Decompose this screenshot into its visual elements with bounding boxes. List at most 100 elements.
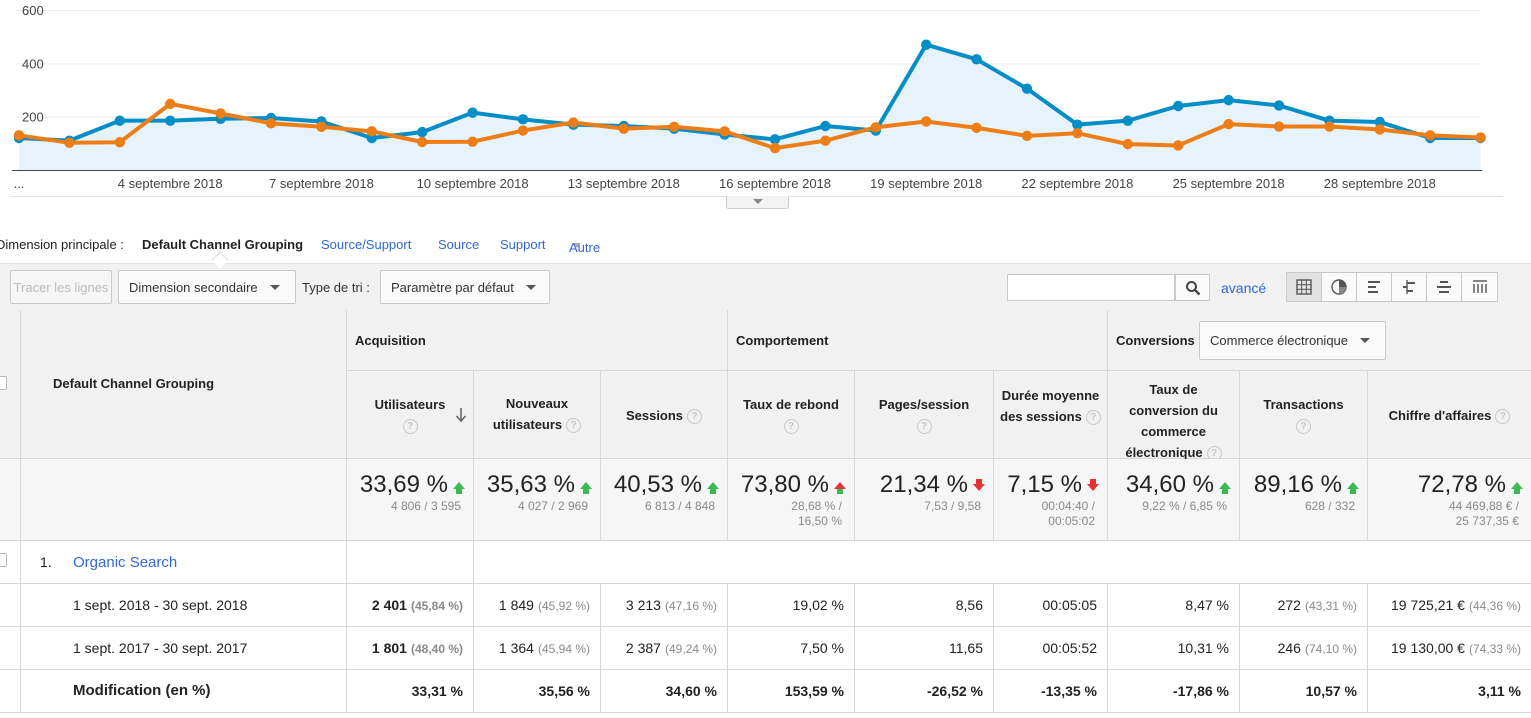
conversion-type-dropdown[interactable]: Commerce électronique [1199,321,1386,360]
secondary-dimension-dropdown[interactable]: Dimension secondaire [118,270,296,304]
help-icon[interactable]: ? [566,418,582,434]
caret-down-icon [525,284,536,290]
chart-collapse-toggle[interactable] [726,196,789,209]
data-point [165,98,176,110]
dimension-medium[interactable]: Support [500,237,546,252]
row-checkbox[interactable] [0,553,7,567]
sort-descending-icon[interactable] [455,407,467,423]
summary-percent-change: 21,34 % [880,471,985,499]
dimension-other-dropdown[interactable]: Autre [569,237,600,255]
column-header-new-users[interactable]: Nouveaux utilisateurs? [474,371,601,459]
data-point [114,115,126,126]
data-point [1374,124,1386,135]
data-point [719,126,730,137]
summary-value: 40,53 % [613,471,702,498]
row-cell-ecommerce-conversion-rate: 10,31 % [1108,627,1240,670]
column-header-users[interactable]: Utilisateurs? [347,371,474,459]
cell-value: 8,56 [955,597,983,613]
column-header-sessions[interactable]: Sessions? [601,371,728,459]
data-point [265,118,277,129]
performance-view-button[interactable] [1357,273,1392,301]
x-tick-label: ... [14,176,25,191]
conversions-group-title: Conversions [1116,333,1195,348]
group-row-divider [474,583,1531,584]
column-header-pages-per-session[interactable]: Pages/session? [855,371,994,459]
summary-comparison-line1: 44 469,88 € / [1448,499,1519,513]
behavior-group-header: Comportement [728,310,1108,371]
date-range-row-label: 1 sept. 2018 - 30 sept. 2018 [21,584,347,627]
data-point [1021,83,1033,94]
dimension-column-title: Default Channel Grouping [53,376,215,391]
arrow-up-green-icon [453,482,465,494]
data-table-view-button[interactable] [1287,273,1322,301]
comparison-view-button[interactable] [1392,273,1427,301]
change-cell-revenue: 3,11 % [1368,670,1531,713]
summary-comparison: 6 813 / 4 848 [645,499,715,514]
help-icon[interactable]: ? [916,418,932,434]
help-icon[interactable]: ? [402,418,418,434]
arrow-up-green-icon [1219,482,1231,494]
column-header-bounce-rate[interactable]: Taux de rebond? [728,371,855,459]
table-search-input[interactable] [1007,274,1175,301]
arrow-up-green-icon [1347,482,1359,494]
cell-percent-of-total: (74,10 %) [1304,642,1357,656]
data-point [769,134,781,145]
change-row-label-cell: Modification (en %) [21,670,347,713]
row-spacer [0,627,21,670]
row-cell-new-users: 1 364 (45,94 %) [474,627,601,670]
cell-percent-of-total: (44,36 %) [1468,599,1521,613]
summary-comparison: 28,68 % /16,50 % [791,499,842,529]
pivot-view-button[interactable] [1462,273,1497,301]
term-cloud-view-button[interactable] [1427,273,1462,301]
column-header-ecommerce-conversion-rate[interactable]: Taux de conversion du commerce électroni… [1108,371,1240,462]
dimension-column-header[interactable]: Default Channel Grouping [21,310,347,459]
behavior-group-title: Comportement [736,333,829,348]
data-point [921,116,932,127]
column-header-revenue[interactable]: Chiffre d'affaires? [1368,371,1531,459]
summary-cell-ecommerce-conversion-rate: 34,60 % 9,22 % / 6,85 % [1108,459,1240,541]
row-cell-bounce-rate: 7,50 % [728,627,855,670]
data-point [215,108,226,119]
column-header-avg-session-duration[interactable]: Durée moyenne des sessions? [994,371,1108,459]
column-header-transactions[interactable]: Transactions? [1240,371,1368,459]
help-icon[interactable]: ? [1085,410,1101,426]
sort-type-dropdown[interactable]: Paramètre par défaut [380,270,550,304]
advanced-filter-link[interactable]: avancé [1221,280,1267,296]
data-point [971,54,982,65]
column-header-bounce-rate-label: Taux de rebond [743,396,839,412]
conversions-group-header: Conversions Commerce électronique [1108,310,1531,371]
help-icon[interactable]: ? [1296,418,1311,434]
summary-comparison-line2: 16,50 % [797,514,842,528]
column-header-transactions-label: Transactions [1263,396,1344,412]
sort-type-value: Paramètre par défaut [391,279,514,295]
x-tick-label: 4 septembre 2018 [118,176,223,191]
select-all-checkbox[interactable] [0,376,7,390]
dimension-source[interactable]: Source [438,237,480,252]
plot-rows-button[interactable]: Tracer les lignes [10,270,112,304]
summary-cell-new-users: 35,63 % 4 027 / 2 969 [474,459,601,541]
change-value: 33,31 % [411,683,463,699]
help-icon[interactable]: ? [783,418,799,434]
data-point [517,125,529,136]
dimension-default-channel-grouping[interactable]: Default Channel Grouping [142,237,304,252]
column-header-sessions-label: Sessions [625,408,684,423]
summary-percent-change: 73,80 % [741,471,846,499]
change-value: 34,60 % [665,683,717,699]
dimension-source-medium[interactable]: Source/Support [321,237,412,252]
data-point [1072,128,1083,139]
data-point [316,121,327,132]
summary-percent-change: 35,63 % [487,471,592,499]
percentage-view-button[interactable] [1322,273,1357,301]
row-cell-transactions: 272 (43,31 %) [1240,584,1368,627]
date-range-label: 1 sept. 2017 - 30 sept. 2017 [73,640,248,656]
cell-value: 10,31 % [1177,640,1229,656]
cell-percent-of-total: (43,31 %) [1304,599,1357,613]
pivot-table-icon [1472,280,1487,293]
help-icon[interactable]: ? [1495,409,1511,425]
organic-search-link[interactable]: Organic Search [73,554,178,571]
search-button[interactable] [1175,274,1210,301]
x-tick-label: 22 septembre 2018 [1021,176,1133,191]
grid-table-icon [1296,279,1312,295]
acquisition-group-header: Acquisition [347,310,728,371]
help-icon[interactable]: ? [687,409,703,425]
